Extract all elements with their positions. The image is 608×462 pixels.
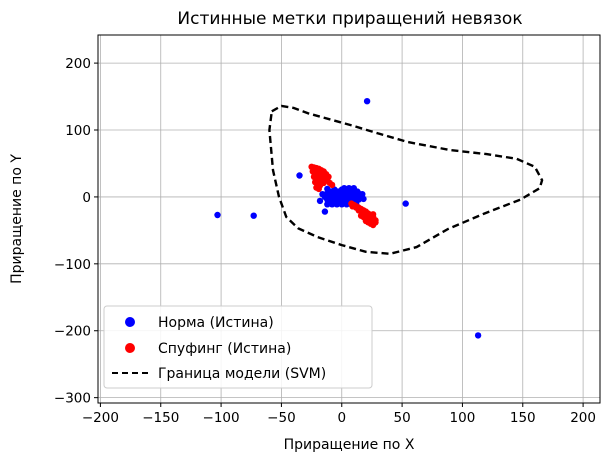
x-tick-label: −150 [142, 410, 179, 426]
x-tick-label: −200 [82, 410, 119, 426]
spoofing-point [349, 203, 356, 210]
y-tick-label: −100 [54, 257, 91, 273]
points-layer [214, 98, 482, 339]
y-tick-label: −300 [54, 391, 91, 407]
normal-point [321, 208, 329, 215]
legend-marker-normal [125, 317, 135, 327]
legend-label-boundary: Граница модели (SVM) [158, 366, 326, 382]
y-tick-label: 100 [65, 123, 91, 139]
spoofing-point [328, 181, 336, 189]
normal-point [341, 185, 348, 192]
x-tick-label: 50 [394, 410, 411, 426]
plot-frame [97, 34, 601, 404]
normal-point [333, 201, 341, 208]
normal-point [350, 185, 357, 192]
spoofing-point [372, 219, 379, 226]
y-axis: −300 −200 −100 0 100 200 [54, 56, 98, 407]
normal-point [343, 201, 350, 208]
normal-point [360, 195, 367, 203]
normal-point [324, 201, 331, 208]
normal-point [363, 98, 371, 105]
x-tick-label: 0 [337, 410, 346, 426]
x-axis-label: Приращение по X [284, 437, 415, 453]
normal-point [355, 196, 362, 203]
spoofing-point [355, 205, 362, 213]
svm-boundary-line [268, 104, 544, 256]
spoofing-point [315, 185, 322, 193]
x-tick-label: 200 [570, 410, 596, 426]
legend-marker-spoofing [125, 343, 135, 353]
normal-point [331, 186, 338, 193]
normal-point [328, 201, 336, 208]
normal-point [296, 172, 303, 179]
normal-point [402, 200, 409, 207]
y-tick-label: −200 [54, 324, 91, 340]
x-tick-label: 100 [450, 410, 476, 426]
chart-title: Истинные метки приращений невязок [177, 9, 522, 29]
normal-point [316, 197, 324, 205]
legend: Норма (Истина) Спуфинг (Истина) Граница … [103, 305, 373, 389]
spoofing-point [369, 211, 377, 218]
y-tick-label: 200 [65, 56, 91, 72]
x-axis: −200 −150 −100 −50 0 50 100 150 200 [82, 403, 596, 426]
normal-point [214, 211, 221, 219]
boundary-layer [268, 104, 544, 256]
normal-point [345, 185, 353, 192]
spoofing-point [360, 211, 367, 218]
normal-point [250, 212, 257, 219]
legend-label-spoofing: Спуфинг (Истина) [158, 341, 291, 357]
y-axis-label: Приращение по Y [9, 154, 25, 284]
x-tick-label: −50 [267, 410, 296, 426]
normal-point [338, 201, 345, 208]
normal-point [474, 332, 482, 339]
x-tick-label: 150 [510, 410, 536, 426]
legend-label-normal: Норма (Истина) [158, 315, 274, 331]
y-tick-label: 0 [82, 190, 91, 206]
legend-box [103, 305, 373, 389]
x-tick-label: −100 [203, 410, 240, 426]
